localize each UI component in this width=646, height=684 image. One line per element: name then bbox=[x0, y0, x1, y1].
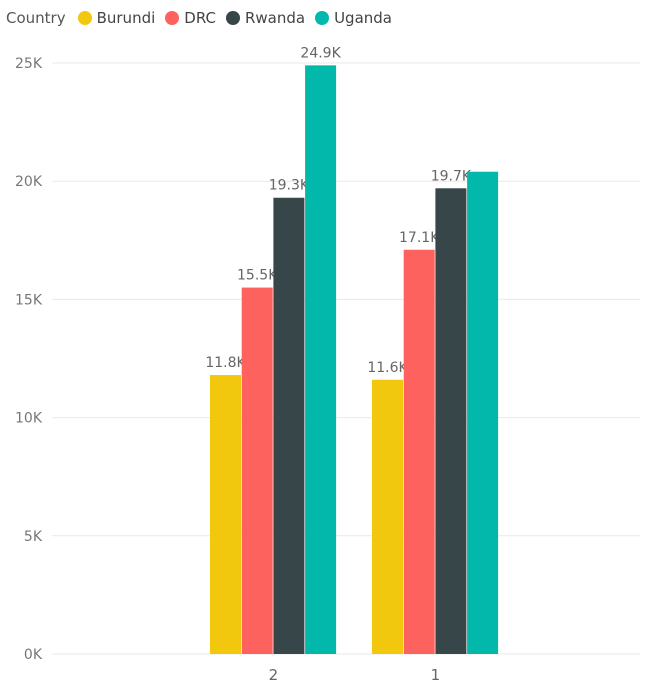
legend-swatch-burundi bbox=[77, 11, 92, 25]
data-label: 24.9K bbox=[300, 45, 341, 61]
legend-label-rwanda: Rwanda bbox=[244, 9, 306, 27]
bar bbox=[467, 171, 499, 654]
y-tick-label: 5K bbox=[24, 529, 43, 545]
data-label: 11.8K bbox=[205, 355, 246, 371]
y-tick-label: 15K bbox=[15, 292, 43, 308]
legend-swatch-drc bbox=[165, 11, 180, 25]
legend-swatch-rwanda bbox=[225, 11, 240, 25]
y-tick-label: 0K bbox=[24, 647, 43, 663]
legend-item-burundi[interactable]: Burundi bbox=[77, 9, 156, 27]
y-tick-label: 10K bbox=[15, 411, 43, 427]
bar bbox=[273, 197, 305, 655]
data-label: 19.3K bbox=[269, 178, 310, 194]
data-label: 15.5K bbox=[237, 268, 278, 284]
x-category-label: 2 bbox=[269, 666, 279, 684]
data-label: 17.1K bbox=[399, 230, 440, 246]
legend: Country Burundi DRC Rwanda Uganda bbox=[6, 6, 402, 30]
legend-label-drc: DRC bbox=[184, 9, 216, 27]
legend-label-uganda: Uganda bbox=[334, 9, 392, 27]
bar bbox=[241, 287, 273, 654]
bar bbox=[372, 379, 403, 654]
bar bbox=[403, 249, 435, 655]
legend-swatch-uganda bbox=[315, 11, 330, 25]
bar bbox=[305, 65, 337, 654]
x-category-label: 1 bbox=[431, 666, 441, 684]
legend-item-rwanda[interactable]: Rwanda bbox=[225, 9, 306, 27]
y-tick-label: 20K bbox=[15, 174, 43, 190]
data-label: 11.6K bbox=[367, 360, 408, 376]
legend-item-uganda[interactable]: Uganda bbox=[315, 9, 392, 27]
data-label: 19.7K bbox=[431, 168, 472, 184]
legend-item-drc[interactable]: DRC bbox=[165, 9, 216, 27]
legend-label-burundi: Burundi bbox=[96, 9, 156, 27]
legend-title: Country bbox=[6, 9, 66, 27]
y-tick-label: 25K bbox=[15, 56, 43, 72]
bar bbox=[435, 188, 467, 655]
bar bbox=[210, 375, 241, 654]
